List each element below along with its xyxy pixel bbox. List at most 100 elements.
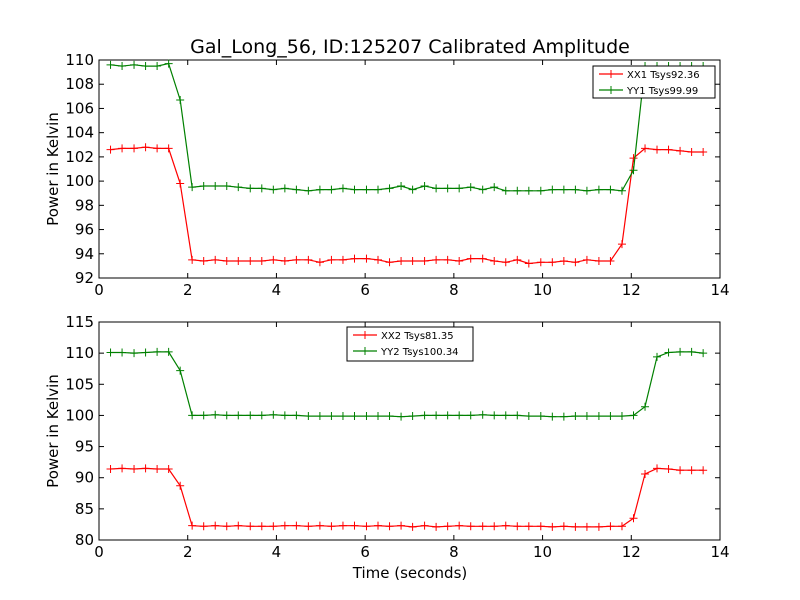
data-point	[327, 255, 336, 264]
data-point	[374, 521, 383, 530]
data-point	[130, 60, 139, 69]
data-point	[246, 184, 255, 193]
data-point	[466, 411, 475, 420]
data-point	[420, 181, 429, 190]
x-tick-label: 2	[183, 543, 193, 561]
data-point	[222, 522, 231, 531]
data-point	[234, 257, 243, 266]
data-point	[571, 522, 580, 531]
data-point	[420, 257, 429, 266]
data-point	[653, 145, 662, 154]
data-point	[118, 144, 127, 153]
data-point	[199, 522, 208, 531]
data-point	[211, 255, 220, 264]
y-tick-label: 106	[65, 99, 94, 117]
chart-title: Gal_Long_56, ID:125207 Calibrated Amplit…	[190, 36, 630, 58]
data-point	[130, 464, 139, 473]
data-point	[629, 411, 638, 420]
data-point	[559, 412, 568, 421]
data-point	[571, 258, 580, 267]
data-point	[548, 522, 557, 531]
data-point	[246, 522, 255, 531]
data-point	[164, 59, 173, 68]
legend-box	[592, 65, 716, 99]
y-tick-label: 100	[65, 172, 94, 190]
data-point	[559, 257, 568, 266]
data-point	[571, 185, 580, 194]
data-point	[594, 257, 603, 266]
data-point	[211, 181, 220, 190]
legend-box	[346, 326, 474, 362]
data-point	[524, 412, 533, 421]
data-point	[524, 522, 533, 531]
data-point	[641, 402, 650, 411]
data-point	[176, 95, 185, 104]
data-point	[501, 521, 510, 530]
x-tick-label: 8	[449, 281, 459, 299]
data-point	[304, 255, 313, 264]
data-point	[188, 255, 197, 264]
data-point	[397, 412, 406, 421]
data-point	[513, 186, 522, 195]
data-point	[188, 183, 197, 192]
x-tick-label: 10	[533, 281, 552, 299]
series-line-xx1	[110, 146, 704, 265]
data-point	[582, 412, 591, 421]
data-point	[141, 62, 150, 71]
y-tick-label: 105	[65, 375, 94, 393]
data-point	[257, 522, 266, 531]
data-point	[164, 464, 173, 473]
data-point	[455, 411, 464, 420]
data-point	[513, 255, 522, 264]
y-tick-label: 94	[75, 245, 94, 263]
data-point	[222, 257, 231, 266]
data-point	[582, 255, 591, 264]
plot-frame	[98, 321, 721, 541]
data-point	[350, 254, 359, 263]
data-point	[559, 185, 568, 194]
y-tick-label: 110	[65, 344, 94, 362]
data-point	[141, 464, 150, 473]
x-axis-label: Time (seconds)	[352, 564, 468, 582]
data-point	[490, 257, 499, 266]
data-point	[455, 184, 464, 193]
data-point	[676, 146, 685, 155]
series-line-yy2	[110, 351, 704, 418]
top-plot: 0 2 4 6 8 10 12 14 92 94 96 98 100 102 104 106 108 110 Pow…	[44, 51, 730, 299]
data-point	[432, 411, 441, 420]
data-point	[118, 62, 127, 71]
data-point	[699, 349, 708, 358]
y-axis-label: Power in Kelvin	[44, 374, 62, 488]
data-point	[222, 411, 231, 420]
x-tick-label: 0	[94, 281, 104, 299]
y-tick-label: 115	[65, 313, 94, 331]
data-point	[478, 522, 487, 531]
x-tick-label: 14	[710, 543, 729, 561]
data-point	[629, 154, 638, 163]
data-point	[397, 521, 406, 530]
data-point	[536, 186, 545, 195]
data-point	[397, 181, 406, 190]
data-point	[617, 522, 626, 531]
data-point	[234, 411, 243, 420]
data-point	[118, 464, 127, 473]
data-point	[548, 412, 557, 421]
data-point	[338, 412, 347, 421]
data-point	[385, 522, 394, 531]
data-point	[362, 412, 371, 421]
data-point	[536, 258, 545, 267]
data-point	[490, 183, 499, 192]
series-line-yy1	[110, 62, 704, 192]
data-point	[536, 522, 545, 531]
data-point	[594, 185, 603, 194]
data-point	[315, 185, 324, 194]
data-point	[315, 521, 324, 530]
data-point	[687, 466, 696, 475]
data-point	[130, 144, 139, 153]
data-point	[292, 185, 301, 194]
data-point	[106, 145, 115, 154]
y-tick-label: 85	[75, 500, 94, 518]
data-point	[536, 412, 545, 421]
x-tick-label: 6	[360, 281, 370, 299]
